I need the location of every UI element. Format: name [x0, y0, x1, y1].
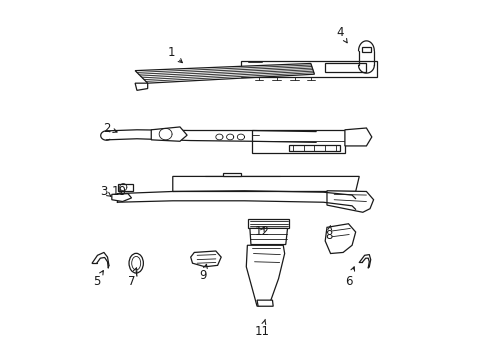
- Polygon shape: [289, 145, 339, 151]
- Polygon shape: [344, 128, 371, 146]
- Text: 10: 10: [111, 185, 126, 198]
- Polygon shape: [249, 228, 287, 244]
- Polygon shape: [326, 191, 373, 212]
- Text: 12: 12: [254, 225, 269, 238]
- Polygon shape: [246, 245, 284, 306]
- Text: 7: 7: [127, 268, 137, 288]
- Polygon shape: [151, 127, 187, 141]
- Polygon shape: [223, 173, 241, 176]
- Text: 3: 3: [100, 185, 111, 198]
- Polygon shape: [325, 224, 355, 253]
- Ellipse shape: [131, 256, 141, 270]
- Text: 2: 2: [102, 122, 117, 135]
- Polygon shape: [112, 194, 131, 202]
- Text: 5: 5: [93, 271, 103, 288]
- Polygon shape: [241, 61, 376, 77]
- Text: 6: 6: [344, 267, 354, 288]
- Polygon shape: [247, 220, 289, 228]
- Polygon shape: [362, 46, 370, 51]
- Text: 9: 9: [199, 264, 207, 282]
- Polygon shape: [190, 251, 221, 267]
- Polygon shape: [135, 83, 147, 90]
- Polygon shape: [325, 63, 366, 72]
- Text: 11: 11: [254, 319, 269, 338]
- Polygon shape: [135, 63, 314, 83]
- Polygon shape: [257, 300, 273, 306]
- Polygon shape: [251, 130, 344, 153]
- Polygon shape: [172, 176, 359, 192]
- Text: 4: 4: [336, 27, 346, 43]
- Text: 1: 1: [167, 46, 182, 63]
- Ellipse shape: [129, 253, 143, 273]
- Text: 8: 8: [325, 226, 332, 242]
- Polygon shape: [118, 184, 133, 192]
